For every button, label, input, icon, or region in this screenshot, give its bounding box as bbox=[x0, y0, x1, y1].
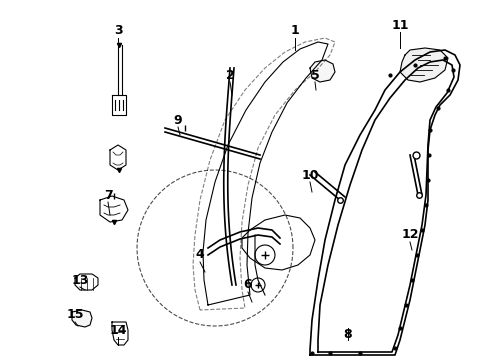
Text: 9: 9 bbox=[173, 113, 182, 126]
Text: 12: 12 bbox=[401, 229, 419, 242]
Polygon shape bbox=[400, 48, 448, 82]
Polygon shape bbox=[310, 60, 335, 82]
Text: 14: 14 bbox=[109, 324, 127, 337]
Text: 2: 2 bbox=[225, 68, 234, 81]
Text: 6: 6 bbox=[244, 279, 252, 292]
Text: 3: 3 bbox=[114, 23, 122, 36]
Text: 15: 15 bbox=[66, 309, 84, 321]
Text: 10: 10 bbox=[301, 168, 319, 181]
Text: 5: 5 bbox=[311, 68, 319, 81]
Text: 8: 8 bbox=[343, 328, 352, 342]
Text: 1: 1 bbox=[291, 23, 299, 36]
Text: 7: 7 bbox=[103, 189, 112, 202]
Text: 11: 11 bbox=[391, 18, 409, 32]
Polygon shape bbox=[72, 310, 92, 327]
Text: 13: 13 bbox=[72, 274, 89, 287]
Text: 4: 4 bbox=[196, 248, 204, 261]
